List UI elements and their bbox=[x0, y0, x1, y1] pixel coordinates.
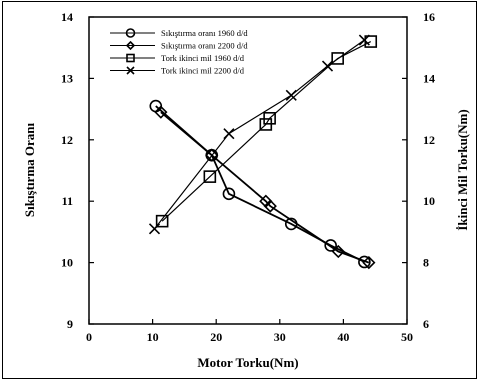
legend-item: Tork ikinci mil 2200 d/d bbox=[110, 66, 245, 76]
legend-label: Tork ikinci mil 1960 d/d bbox=[161, 53, 245, 63]
left-y-tick-label: 11 bbox=[62, 194, 73, 208]
left-y-tick-label: 10 bbox=[61, 256, 73, 270]
data-point bbox=[154, 105, 168, 119]
x-axis-title: Motor Torku(Nm) bbox=[197, 355, 298, 370]
figure-frame bbox=[2, 1, 477, 379]
data-point bbox=[285, 89, 297, 101]
right-y-tick-label: 8 bbox=[423, 256, 429, 270]
right-y-tick-label: 14 bbox=[423, 71, 435, 85]
legend-item: Sıkıştırma oranı 2200 d/d bbox=[110, 41, 248, 51]
left-y-tick-label: 14 bbox=[61, 10, 73, 24]
data-point bbox=[358, 34, 370, 46]
data-point bbox=[205, 148, 219, 162]
right-y-axis: 6 8 10 12 14 16 bbox=[402, 10, 435, 331]
data-point bbox=[358, 255, 371, 269]
left-y-tick-label: 9 bbox=[67, 317, 73, 331]
right-y-tick-label: 16 bbox=[423, 10, 435, 24]
x-tick-label: 40 bbox=[337, 330, 349, 344]
x-tick-label: 20 bbox=[210, 330, 222, 344]
data-point bbox=[148, 223, 161, 235]
x-axis: 0 10 20 30 40 50 bbox=[86, 319, 413, 344]
legend-marker bbox=[126, 66, 135, 75]
series-line bbox=[160, 111, 370, 264]
x-tick-label: 10 bbox=[147, 330, 159, 344]
legend-label: Sıkıştırma oranı 2200 d/d bbox=[161, 41, 248, 51]
data-point bbox=[223, 128, 235, 140]
data-point bbox=[155, 214, 169, 228]
x-tick-label: 50 bbox=[401, 330, 413, 344]
data-point bbox=[321, 60, 334, 72]
legend-marker bbox=[126, 53, 135, 63]
data-point bbox=[203, 170, 217, 183]
series-cross bbox=[148, 34, 370, 235]
left-y-tick-label: 13 bbox=[61, 71, 73, 85]
series-diamond bbox=[154, 105, 376, 270]
legend-item: Sıkıştırma oranı 1960 d/d bbox=[110, 28, 248, 38]
x-tick-label: 30 bbox=[274, 330, 286, 344]
data-point bbox=[263, 199, 277, 213]
left-y-axis: 9 10 11 12 13 14 bbox=[61, 10, 94, 331]
data-point bbox=[362, 255, 376, 270]
x-tick-label: 0 bbox=[86, 330, 92, 344]
right-y-tick-label: 6 bbox=[423, 317, 429, 331]
legend-marker bbox=[125, 28, 136, 38]
plot-area bbox=[88, 16, 408, 325]
left-y-axis-title: Sıkıştırma Oranı bbox=[22, 122, 37, 217]
legend-marker bbox=[125, 40, 136, 51]
data-point bbox=[263, 112, 276, 125]
right-y-tick-label: 10 bbox=[423, 194, 435, 208]
data-point bbox=[331, 52, 344, 65]
right-y-tick-label: 12 bbox=[423, 133, 435, 147]
legend-label: Tork ikinci mil 2200 d/d bbox=[161, 66, 245, 76]
left-y-tick-label: 12 bbox=[61, 133, 73, 147]
right-y-axis-title: İkinci Mil Torku(Nm) bbox=[455, 109, 470, 230]
series-layer bbox=[148, 34, 378, 270]
data-point bbox=[222, 187, 236, 201]
data-point bbox=[324, 239, 337, 252]
legend: Sıkıştırma oranı 1960 d/d Sıkıştırma oran… bbox=[110, 28, 248, 76]
data-point bbox=[331, 244, 345, 259]
legend-label: Sıkıştırma oranı 1960 d/d bbox=[161, 28, 248, 38]
legend-item: Tork ikinci mil 1960 d/d bbox=[110, 53, 245, 63]
